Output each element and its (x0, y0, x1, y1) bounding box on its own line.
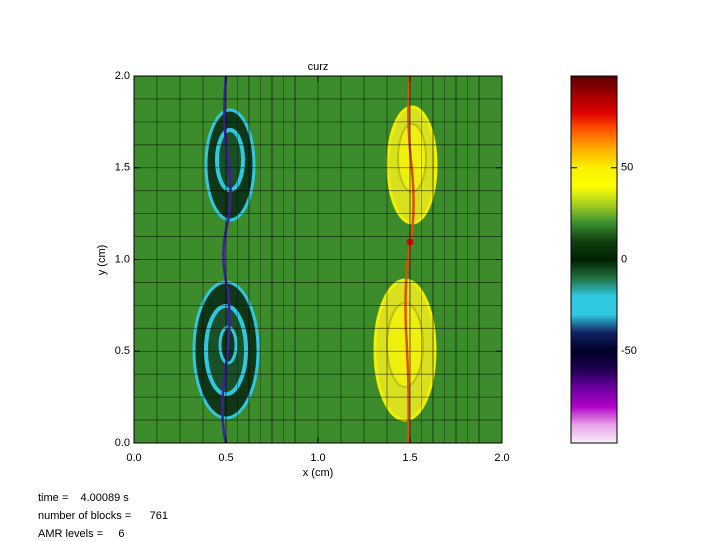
colorbar (570, 75, 618, 444)
info-time: time = 4.00089 s (38, 492, 129, 504)
x-tick-label: 1.5 (402, 452, 417, 464)
colorbar-tick-label: -50 (621, 345, 637, 357)
info-blocks: number of blocks = 761 (38, 510, 168, 522)
info-levels: AMR levels = 6 (38, 528, 125, 540)
x-tick-label: 1.0 (310, 452, 325, 464)
x-axis-label: x (cm) (303, 467, 334, 479)
y-tick-label: 1.0 (115, 253, 130, 265)
x-tick-label: 0.0 (126, 452, 141, 464)
chart-title: curz (308, 61, 329, 73)
y-tick-label: 0.0 (115, 437, 130, 449)
x-tick-label: 0.5 (218, 452, 233, 464)
y-tick-label: 0.5 (115, 345, 130, 357)
x-tick-label: 2.0 (494, 452, 509, 464)
y-tick-label: 2.0 (115, 70, 130, 82)
colorbar-tick-label: 50 (621, 162, 633, 174)
y-axis-label: y (cm) (96, 245, 108, 276)
amr-blocks (134, 76, 502, 443)
field (134, 76, 502, 443)
current-sheet (397, 123, 427, 193)
colorbar-tick-label: 0 (621, 253, 627, 265)
y-tick-label: 1.5 (115, 162, 130, 174)
